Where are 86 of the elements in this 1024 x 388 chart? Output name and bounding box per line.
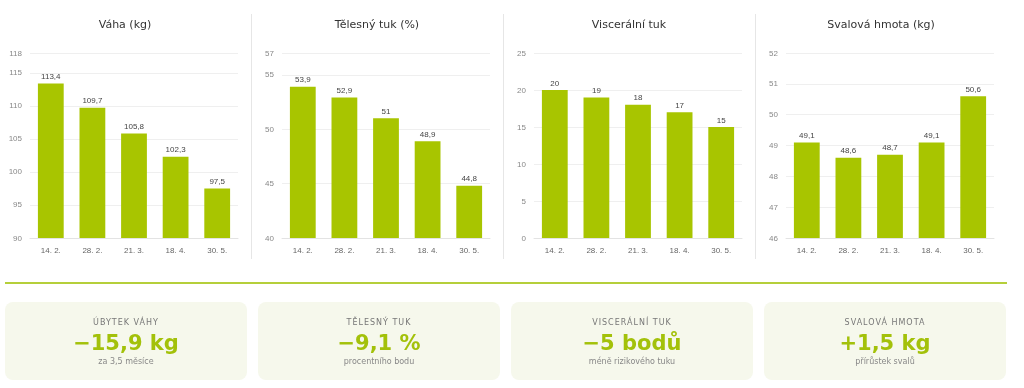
data-label: 49,1 — [799, 130, 816, 140]
y-tick-label: 46 — [769, 233, 779, 243]
x-tick-label: 30. 5. — [963, 245, 984, 255]
data-label: 52,9 — [336, 86, 353, 96]
x-tick-label: 21. 3. — [879, 245, 901, 255]
data-label: 48,9 — [419, 129, 436, 139]
chart-title: Tělesný tuk (%) — [333, 18, 420, 31]
bar — [666, 112, 693, 238]
data-label: 19 — [591, 85, 602, 95]
data-label: 44,8 — [461, 174, 478, 184]
data-label: 17 — [675, 100, 685, 110]
x-tick-label: 30. 5. — [711, 245, 732, 255]
data-label: 109,7 — [82, 96, 103, 106]
x-tick-label: 28. 2. — [82, 245, 103, 255]
y-tick-label: 10 — [517, 159, 527, 169]
data-label: 97,5 — [209, 176, 226, 186]
x-tick-label: 28. 2. — [334, 245, 355, 255]
y-tick-label: 57 — [265, 48, 275, 58]
y-tick-label: 52 — [769, 48, 779, 58]
data-label: 15 — [716, 115, 727, 125]
bar — [708, 127, 735, 238]
text: procentního bodu — [342, 357, 416, 366]
x-tick-label: 21. 3. — [123, 245, 145, 255]
y-tick-label: 47 — [769, 202, 779, 212]
data-label: 50,6 — [965, 84, 982, 94]
y-tick-label: 118 — [9, 48, 23, 58]
bar — [583, 97, 610, 238]
y-tick-label: 0 — [521, 233, 527, 243]
y-tick-label: 51 — [769, 79, 779, 89]
bar — [541, 90, 568, 238]
y-tick-label: 110 — [9, 101, 23, 111]
text: SVALOVÁ HMOTA — [843, 318, 927, 327]
x-tick-label: 30. 5. — [207, 245, 228, 255]
bar — [625, 104, 651, 238]
chart-title: Svalová hmota (kg) — [827, 18, 935, 31]
x-tick-label: 28. 2. — [838, 245, 859, 255]
x-tick-label: 14. 2. — [544, 245, 565, 255]
y-tick-label: 50 — [769, 110, 779, 120]
y-tick-label: 5 — [521, 196, 527, 206]
data-label: 105,8 — [123, 122, 145, 132]
text: přírůstek svalů — [854, 357, 916, 366]
y-tick-label: 40 — [265, 233, 275, 243]
x-tick-label: 18. 4. — [165, 245, 186, 255]
x-tick-label: 14. 2. — [292, 245, 313, 255]
y-tick-label: 49 — [769, 141, 779, 150]
data-label: 18 — [633, 93, 643, 103]
data-label: 48,6 — [840, 146, 857, 156]
x-tick-label: 28. 2. — [586, 245, 607, 255]
data-label: 49,1 — [923, 130, 940, 140]
y-tick-label: 45 — [265, 179, 275, 189]
x-tick-label: 18. 4. — [921, 245, 942, 255]
y-tick-label: 55 — [265, 70, 275, 80]
data-label: 48,7 — [882, 143, 899, 153]
x-tick-label: 14. 2. — [796, 245, 817, 255]
text: +1,5 kg — [838, 330, 932, 356]
text: −5 bodů — [581, 330, 683, 356]
y-tick-label: 15 — [517, 122, 527, 132]
text: méně rizikového tuku — [587, 357, 677, 366]
x-tick-label: 14. 2. — [40, 245, 61, 255]
text: −9,1 % — [336, 330, 422, 356]
chart-title: Viscerální tuk — [591, 18, 667, 31]
y-tick-label: 95 — [13, 200, 23, 210]
chart-title: Váha (kg) — [98, 18, 152, 31]
y-tick-label: 25 — [517, 48, 527, 58]
y-tick-label: 115 — [9, 68, 23, 78]
text: za 3,5 měsíce — [97, 357, 155, 366]
data-label: 51 — [381, 106, 391, 116]
y-tick-label: 48 — [769, 171, 779, 181]
y-tick-label: 105 — [8, 134, 23, 144]
data-label: 20 — [550, 78, 560, 88]
text: TĚLESNÝ TUK — [345, 318, 413, 327]
text: ÚBYTEK VÁHY — [92, 318, 160, 327]
text: −15,9 kg — [72, 330, 180, 356]
x-tick-label: 18. 4. — [669, 245, 690, 255]
x-tick-label: 30. 5. — [459, 245, 480, 255]
data-label: 113,4 — [41, 71, 62, 81]
x-tick-label: 18. 4. — [417, 245, 438, 255]
y-tick-label: 100 — [8, 167, 23, 177]
data-label: 102,3 — [165, 145, 187, 155]
y-tick-label: 90 — [13, 233, 23, 243]
y-tick-label: 50 — [265, 124, 275, 134]
x-tick-label: 21. 3. — [627, 245, 649, 255]
data-label: 53,9 — [295, 75, 312, 85]
text: VISCERÁLNÍ TUK — [591, 318, 673, 327]
x-tick-label: 21. 3. — [375, 245, 397, 255]
y-tick-label: 20 — [517, 85, 527, 95]
